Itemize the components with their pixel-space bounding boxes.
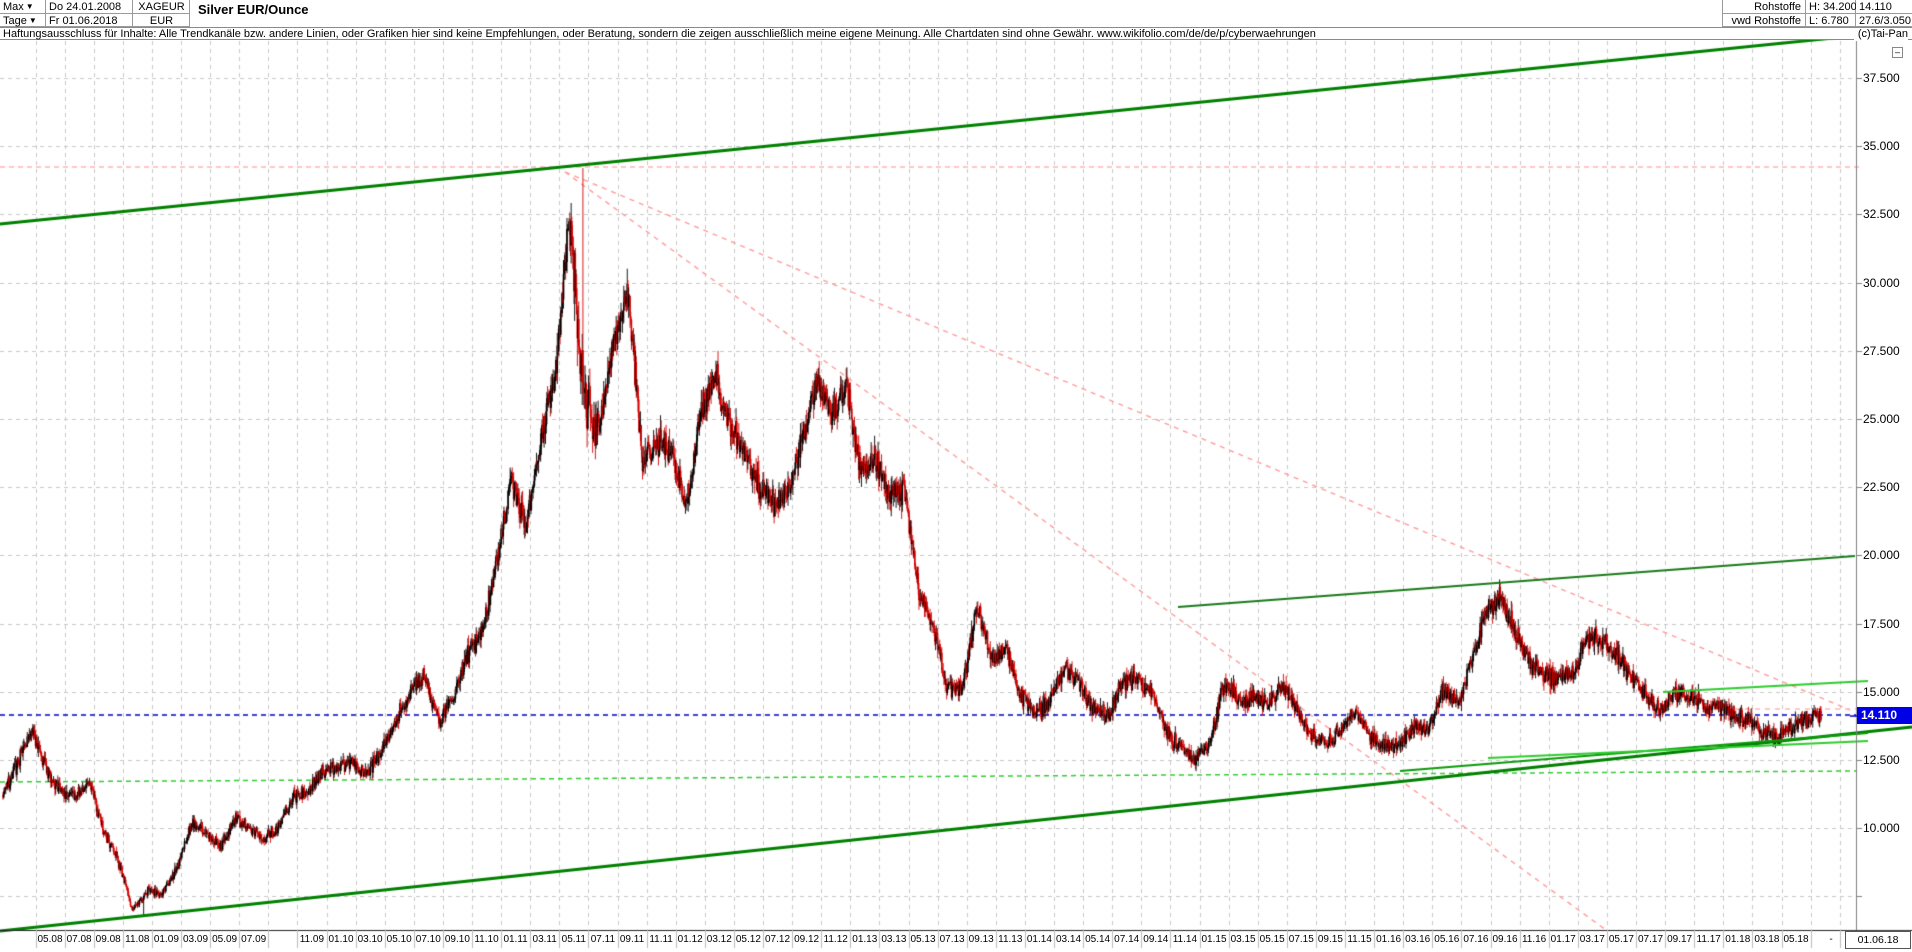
low-value: L: 6.780 bbox=[1806, 14, 1856, 27]
high-value: H: 34.200 bbox=[1806, 0, 1857, 14]
price-axis-label: 25.000 bbox=[1863, 413, 1911, 426]
price-axis-label: 10.000 bbox=[1863, 822, 1911, 836]
disclaimer-text: Haftungsausschluss für Inhalte: Alle Tre… bbox=[3, 28, 1316, 40]
price-axis-label: 22.500 bbox=[1863, 481, 1911, 495]
price-axis-label: 32.500 bbox=[1863, 208, 1911, 222]
page-title: Silver EUR/Ounce bbox=[198, 2, 309, 17]
price-axis-label: 15.000 bbox=[1863, 685, 1911, 699]
price-axis-label: 12.500 bbox=[1863, 754, 1911, 767]
price-axis-label: 35.000 bbox=[1863, 140, 1911, 154]
collapse-icon[interactable]: – bbox=[1892, 47, 1903, 58]
symbol-field[interactable]: XAGEUR bbox=[133, 0, 190, 14]
last-price-value: 14.110 bbox=[1856, 0, 1912, 14]
extra-value: 27.6/3.050 bbox=[1856, 14, 1912, 27]
price-axis-label: 30.000 bbox=[1863, 276, 1911, 290]
price-axis-label: 20.000 bbox=[1863, 549, 1911, 563]
price-axis-label: 27.500 bbox=[1863, 344, 1911, 358]
date-from-field[interactable]: Do 24.01.2008 bbox=[46, 0, 133, 14]
axis-end-date: 01.06.18 bbox=[1845, 931, 1911, 949]
date-to-field[interactable]: Fr 01.06.2018 bbox=[46, 14, 133, 27]
chevron-down-icon: ▼ bbox=[28, 16, 37, 25]
copyright-label: (c)Tai-Pan bbox=[1853, 28, 1908, 41]
period-dropdown[interactable]: Tage ▼ bbox=[0, 14, 46, 27]
chevron-down-icon: ▼ bbox=[25, 2, 34, 11]
currency-field[interactable]: EUR bbox=[133, 14, 190, 27]
category-label: Rohstoffe bbox=[1722, 0, 1806, 14]
feed-label: vwd Rohstoffe bbox=[1722, 14, 1806, 27]
price-axis-label: 17.500 bbox=[1863, 617, 1911, 631]
disclaimer-bar: Haftungsausschluss für Inhalte: Alle Tre… bbox=[0, 27, 1912, 41]
price-axis-label: 37.500 bbox=[1863, 72, 1911, 85]
current-price-badge: 14.110 bbox=[1857, 707, 1912, 724]
axis-end-dash: - bbox=[1829, 934, 1833, 945]
range-dropdown[interactable]: Max ▼ bbox=[0, 0, 46, 14]
